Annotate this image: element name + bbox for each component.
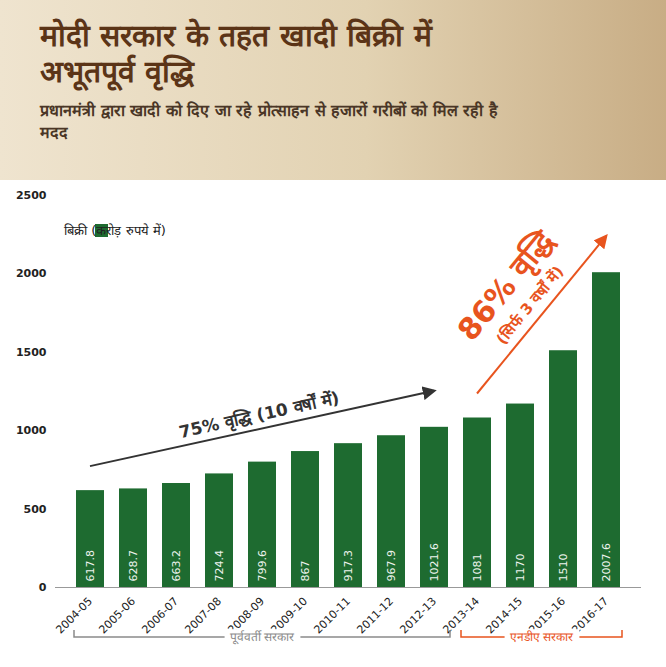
html-text:प्रधानमंत्री द्वारा खादी को दि: प्रधानमंत्री द्वारा खादी को दिए जा रहे प… <box>40 101 498 142</box>
svg-text:724.4: 724.4 <box>213 550 226 582</box>
svg-text:1500: 1500 <box>16 346 47 359</box>
svg-text:75% वृद्धि (10 वर्षों में): 75% वृद्धि (10 वर्षों में) <box>177 388 341 443</box>
svg-text:2016-17: 2016-17 <box>569 594 612 637</box>
svg-text:बिक्री (करोड़ रुपये में): बिक्री (करोड़ रुपये में) <box>64 223 166 238</box>
svg-text:2007.6: 2007.6 <box>600 543 613 582</box>
svg-text:2007-08: 2007-08 <box>182 595 224 637</box>
svg-text:2000: 2000 <box>16 267 47 280</box>
svg-text:2014-15: 2014-15 <box>483 594 526 637</box>
svg-text:1510: 1510 <box>557 554 570 582</box>
svg-text:2008-09: 2008-09 <box>225 594 268 637</box>
svg-text:2500: 2500 <box>16 189 47 202</box>
svg-text:628.7: 628.7 <box>127 550 140 582</box>
svg-text:2009-10: 2009-10 <box>268 594 311 637</box>
svg-text:917.3: 917.3 <box>342 550 355 582</box>
svg-text:86% वृद्धि: 86% वृद्धि <box>450 223 562 349</box>
svg-text:(सिर्फ 3 वर्षों में): (सिर्फ 3 वर्षों में) <box>492 262 568 349</box>
svg-text:1081: 1081 <box>471 554 484 582</box>
svg-text:500: 500 <box>24 503 47 516</box>
svg-text:2015-16: 2015-16 <box>526 594 569 637</box>
svg-text:2006-07: 2006-07 <box>139 595 181 637</box>
html-text:मोदी सरकार के तहत खादी बिक्री: मोदी सरकार के तहत खादी बिक्री में अभूतपू… <box>40 18 432 89</box>
svg-text:एनडीए सरकार: एनडीए सरकार <box>510 630 575 644</box>
svg-text:617.8: 617.8 <box>84 550 97 582</box>
svg-text:2004-05: 2004-05 <box>53 594 96 637</box>
svg-text:2011-12: 2011-12 <box>354 595 396 637</box>
svg-text:0: 0 <box>39 581 47 594</box>
svg-text:2012-13: 2012-13 <box>397 595 439 637</box>
svg-text:1000: 1000 <box>16 424 47 437</box>
svg-text:पूर्ववर्ती सरकार: पूर्ववर्ती सरकार <box>230 630 296 645</box>
svg-text:867: 867 <box>299 561 312 582</box>
svg-text:967.9: 967.9 <box>385 550 398 582</box>
svg-text:2013-14: 2013-14 <box>440 594 483 637</box>
svg-text:1021.6: 1021.6 <box>428 543 441 582</box>
svg-text:799.6: 799.6 <box>256 550 269 582</box>
svg-text:2010-11: 2010-11 <box>311 595 353 637</box>
svg-text:2005-06: 2005-06 <box>96 595 138 637</box>
svg-text:663.2: 663.2 <box>170 550 183 582</box>
svg-text:1170: 1170 <box>514 554 527 582</box>
